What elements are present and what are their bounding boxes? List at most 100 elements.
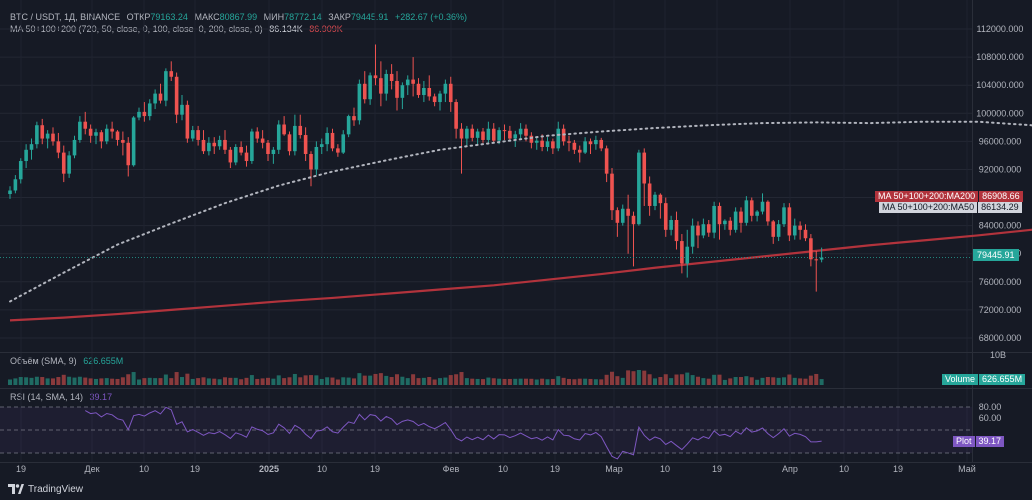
volume-bar [604,374,609,385]
volume-bar [233,377,238,385]
volume-bar [706,378,711,385]
volume-bar [266,377,270,385]
volume-bar [147,377,152,385]
candle-body [330,132,335,149]
candle-body [158,93,163,101]
candle-body [615,210,620,223]
candle-body [260,138,265,143]
volume-bar [45,378,50,385]
price-tick-label: 100000.000 [976,108,1024,118]
volume-bar [190,378,195,385]
volume-bar [400,376,405,385]
last-price-badge: 79445.91 [973,249,1019,261]
candle-body [465,128,469,139]
volume-bar [808,375,813,385]
volume-bar [384,375,389,385]
candle-body [384,73,389,94]
volume-bar [126,374,131,385]
candle-body [153,93,157,104]
volume-bar [610,371,614,385]
candle-body [368,75,372,100]
volume-bar [765,377,770,385]
candle-body [637,152,641,225]
date-tick-label: 19 [712,464,722,474]
volume-bar [137,379,141,385]
volume-badge-label: Volume [942,374,979,385]
candle-body [782,207,786,225]
volume-bar [212,378,217,385]
candle-body [475,131,480,138]
candle-body [147,103,152,117]
volume-bar [276,375,281,385]
volume-badge: Volume 626.655M [942,374,1026,385]
candle-body [78,121,82,140]
ma200-line [9,228,1032,322]
volume-bar [40,377,45,385]
candle-body [282,124,286,135]
volume-bar [13,378,18,385]
candle-body [40,125,45,139]
volume-bar [669,378,674,385]
candle-body [405,79,410,86]
volume-bar [34,376,39,385]
ma50-badge: MA 50+100+200:MA50 86134.29 [879,202,1022,213]
symbol-label[interactable]: BTC / USDT, 1Д, BINANCE [10,12,121,22]
volume-bar [416,378,421,385]
ma50-line [9,120,1032,303]
candle-body [583,141,587,153]
volume-bar [24,377,29,385]
volume-bar [529,378,534,385]
date-tick-label: 19 [893,464,903,474]
candle-body [207,142,211,152]
volume-bar [427,377,432,385]
candle-body [685,246,690,264]
candle-body [389,73,394,81]
high-label: МАКС [194,12,220,22]
volume-bar [588,378,593,385]
candle-body [690,225,695,247]
volume-bar [475,378,480,385]
volume-legend-value: 626.655M [83,356,124,366]
volume-bar [470,378,475,385]
candle-body [744,200,749,223]
volume-bar [77,376,82,385]
volume-bar [110,378,115,385]
volume-bar [787,374,792,385]
volume-bar [448,375,453,385]
volume-bar [282,378,287,385]
volume-bar [481,379,485,385]
tradingview-footer[interactable]: TradingView [8,482,83,496]
volume-bar [502,378,507,385]
volume-bar [685,372,690,385]
candle-body [448,83,453,103]
candle-body [56,141,61,153]
volume-bar [518,378,523,385]
volume-bar [373,373,378,385]
volume-bar [421,377,426,385]
candle-body [438,93,442,103]
candle-body [61,152,66,174]
candle-body [739,211,743,223]
volume-legend: Объём (SMA, 9) 626.655M [10,356,127,366]
volume-bar [583,378,588,385]
candle-body [432,96,437,103]
volume-bar [556,376,561,385]
candle-body [164,71,168,101]
volume-bar [814,373,819,385]
candle-body [250,131,254,162]
volume-bar [185,373,190,385]
date-tick-label: 10 [839,464,849,474]
volume-bar [561,377,566,385]
candle-body [298,125,303,136]
volume-bar [733,377,738,385]
volume-legend-label[interactable]: Объём (SMA, 9) [10,356,77,366]
volume-bar [712,374,717,385]
candle-body [497,130,501,141]
rsi-legend-label[interactable]: RSI (14, SMA, 14) [10,392,84,402]
rsi-badge-label: Plot [953,436,975,447]
volume-bar [239,379,244,385]
volume-bar [72,377,77,385]
candle-body [529,135,534,143]
candle-body [776,224,781,237]
